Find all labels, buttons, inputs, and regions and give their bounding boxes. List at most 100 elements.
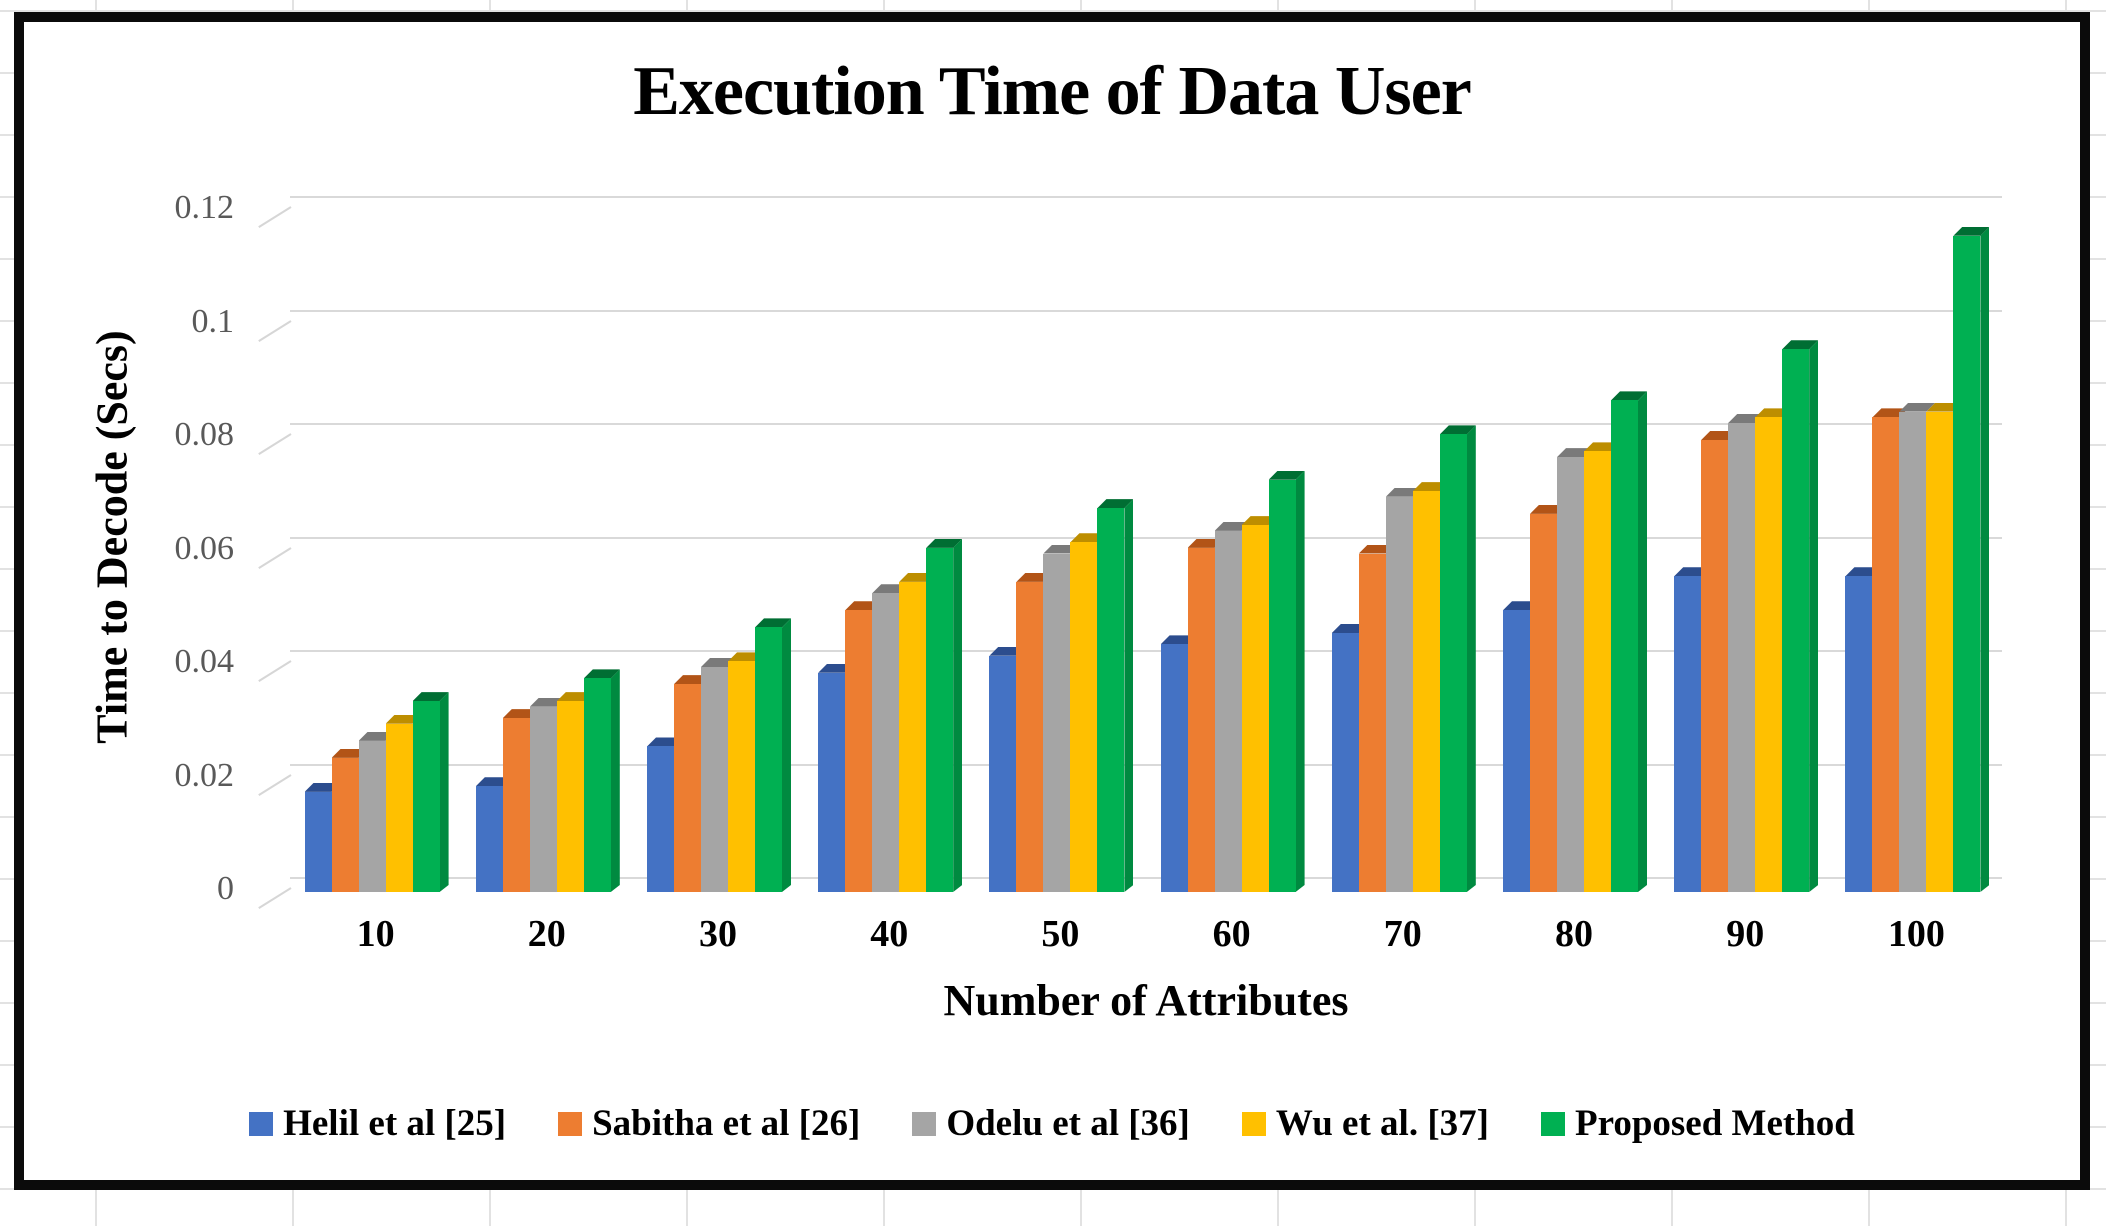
bar-wu-et-al-37- <box>1070 533 1107 892</box>
bar-proposed-method <box>755 618 791 892</box>
bar-side-face <box>1980 227 1989 892</box>
bar-odelu-et-al-36- <box>1557 448 1593 892</box>
bar-top-face <box>1782 340 1819 350</box>
legend-label: Sabitha et al [26] <box>592 1103 861 1144</box>
y-axis-tick-label: 0.04 <box>174 643 235 680</box>
legend-swatch <box>912 1111 937 1136</box>
legend-label: Helil et al [25] <box>283 1103 507 1144</box>
y-gridline <box>290 763 2002 766</box>
legend-item: Helil et al [25] <box>249 1102 506 1145</box>
bar-top-face <box>385 714 422 724</box>
bar-side-face <box>1296 471 1305 892</box>
legend-swatch <box>1241 1111 1266 1136</box>
bar-proposed-method <box>1953 226 1990 892</box>
bar-wu-et-al-37- <box>385 714 422 892</box>
bar-proposed-method <box>1097 499 1134 892</box>
y-axis-tick-label: 0.02 <box>174 756 235 794</box>
bar-helil-et-al-25- <box>1503 601 1539 892</box>
bar-side-face <box>1809 340 1818 892</box>
bar-side-face <box>440 692 449 892</box>
y-gridline-3d-tail <box>258 773 292 796</box>
bar-top-face <box>1385 487 1422 497</box>
bar-top-face <box>1187 538 1224 548</box>
bar-sabitha-et-al-26- <box>331 748 368 892</box>
bar-odelu-et-al-36- <box>1043 544 1080 892</box>
bar-odelu-et-al-36- <box>1385 487 1422 892</box>
bar-top-face <box>647 737 683 747</box>
bar-top-face <box>502 709 539 719</box>
bar-top-face <box>701 658 737 668</box>
x-axis-title: Number of Attributes <box>943 976 1349 1025</box>
y-gridline-3d-tail <box>258 206 292 228</box>
bar-side-face <box>1467 425 1476 892</box>
bar-helil-et-al-25- <box>304 782 341 892</box>
x-axis-tick-label: 10 <box>356 913 395 955</box>
bar-proposed-method <box>1782 340 1819 892</box>
bar-helil-et-al-25- <box>1160 635 1197 892</box>
bar-top-face <box>1845 567 1882 577</box>
x-axis-tick-label: 30 <box>699 913 737 955</box>
bar-side-face <box>1638 391 1647 892</box>
bar-sabitha-et-al-26- <box>1701 431 1738 892</box>
legend-item: Wu et al. [37] <box>1241 1102 1489 1145</box>
bar-sabitha-et-al-26- <box>674 675 710 892</box>
bar-top-face <box>926 538 963 548</box>
y-gridline-3d-tail <box>258 319 292 342</box>
y-gridline-3d-tail <box>258 433 292 455</box>
bar-helil-et-al-25- <box>1331 623 1368 892</box>
bar-top-face <box>529 697 566 707</box>
legend-label: Odelu et al [36] <box>946 1103 1190 1144</box>
bar-wu-et-al-37- <box>1755 408 1792 892</box>
bar-top-face <box>331 748 368 758</box>
bar-wu-et-al-37- <box>1241 516 1278 892</box>
bar-sabitha-et-al-26- <box>1187 538 1224 892</box>
y-gridline <box>290 423 2002 425</box>
bar-top-face <box>583 669 620 679</box>
bar-helil-et-al-25- <box>475 777 512 892</box>
bar-side-face <box>953 539 962 892</box>
bar-proposed-method <box>583 669 620 892</box>
legend-item: Sabitha et al [26] <box>558 1102 860 1145</box>
bar-top-face <box>1953 226 1990 236</box>
legend-item: Odelu et al [36] <box>912 1102 1190 1145</box>
bar-odelu-et-al-36- <box>358 731 395 892</box>
bar-sabitha-et-al-26- <box>1530 504 1566 892</box>
legend-label: Proposed Method <box>1574 1103 1855 1144</box>
bar-top-face <box>1899 402 1936 412</box>
bar-wu-et-al-37- <box>1926 402 1963 892</box>
legend-swatch <box>558 1111 583 1136</box>
bar-top-face <box>1097 499 1134 509</box>
bar-proposed-method <box>926 538 963 892</box>
x-axis-tick-label: 100 <box>1887 913 1945 955</box>
bar-top-face <box>1268 470 1305 480</box>
x-axis-tick-label: 60 <box>1212 913 1251 955</box>
bar-side-face <box>1124 499 1133 892</box>
chart-title: Execution Time of Data User <box>633 53 1472 130</box>
y-gridline <box>290 650 2002 652</box>
bar-top-face <box>1043 544 1080 554</box>
bar-top-face <box>556 692 593 702</box>
bar-top-face <box>1557 448 1593 458</box>
bar-sabitha-et-al-26- <box>1016 572 1053 892</box>
bar-sabitha-et-al-26- <box>1872 408 1909 892</box>
bar-sabitha-et-al-26- <box>1358 544 1395 892</box>
bar-helil-et-al-25- <box>818 663 855 892</box>
bar-top-face <box>1439 425 1476 435</box>
bar-odelu-et-al-36- <box>872 584 909 892</box>
bar-odelu-et-al-36- <box>701 658 737 892</box>
bar-top-face <box>1926 402 1963 412</box>
bar-wu-et-al-37- <box>1412 482 1449 892</box>
bar-odelu-et-al-36- <box>1899 402 1936 892</box>
bar-top-face <box>1530 504 1566 514</box>
bar-top-face <box>1674 567 1711 577</box>
x-axis-tick-label: 80 <box>1555 913 1593 955</box>
chart-frame: Execution Time of Data User Time to Deco… <box>14 12 2090 1190</box>
y-gridline <box>290 877 2002 879</box>
bar-side-face <box>611 669 620 892</box>
y-gridline <box>290 536 2002 539</box>
bar-top-face <box>818 663 855 673</box>
y-gridline-3d-tail <box>258 887 292 909</box>
legend: Helil et al [25] Sabitha et al [26] Odelu … <box>24 1102 2080 1145</box>
legend-item: Proposed Method <box>1540 1102 1855 1145</box>
bar-proposed-method <box>1439 425 1476 892</box>
